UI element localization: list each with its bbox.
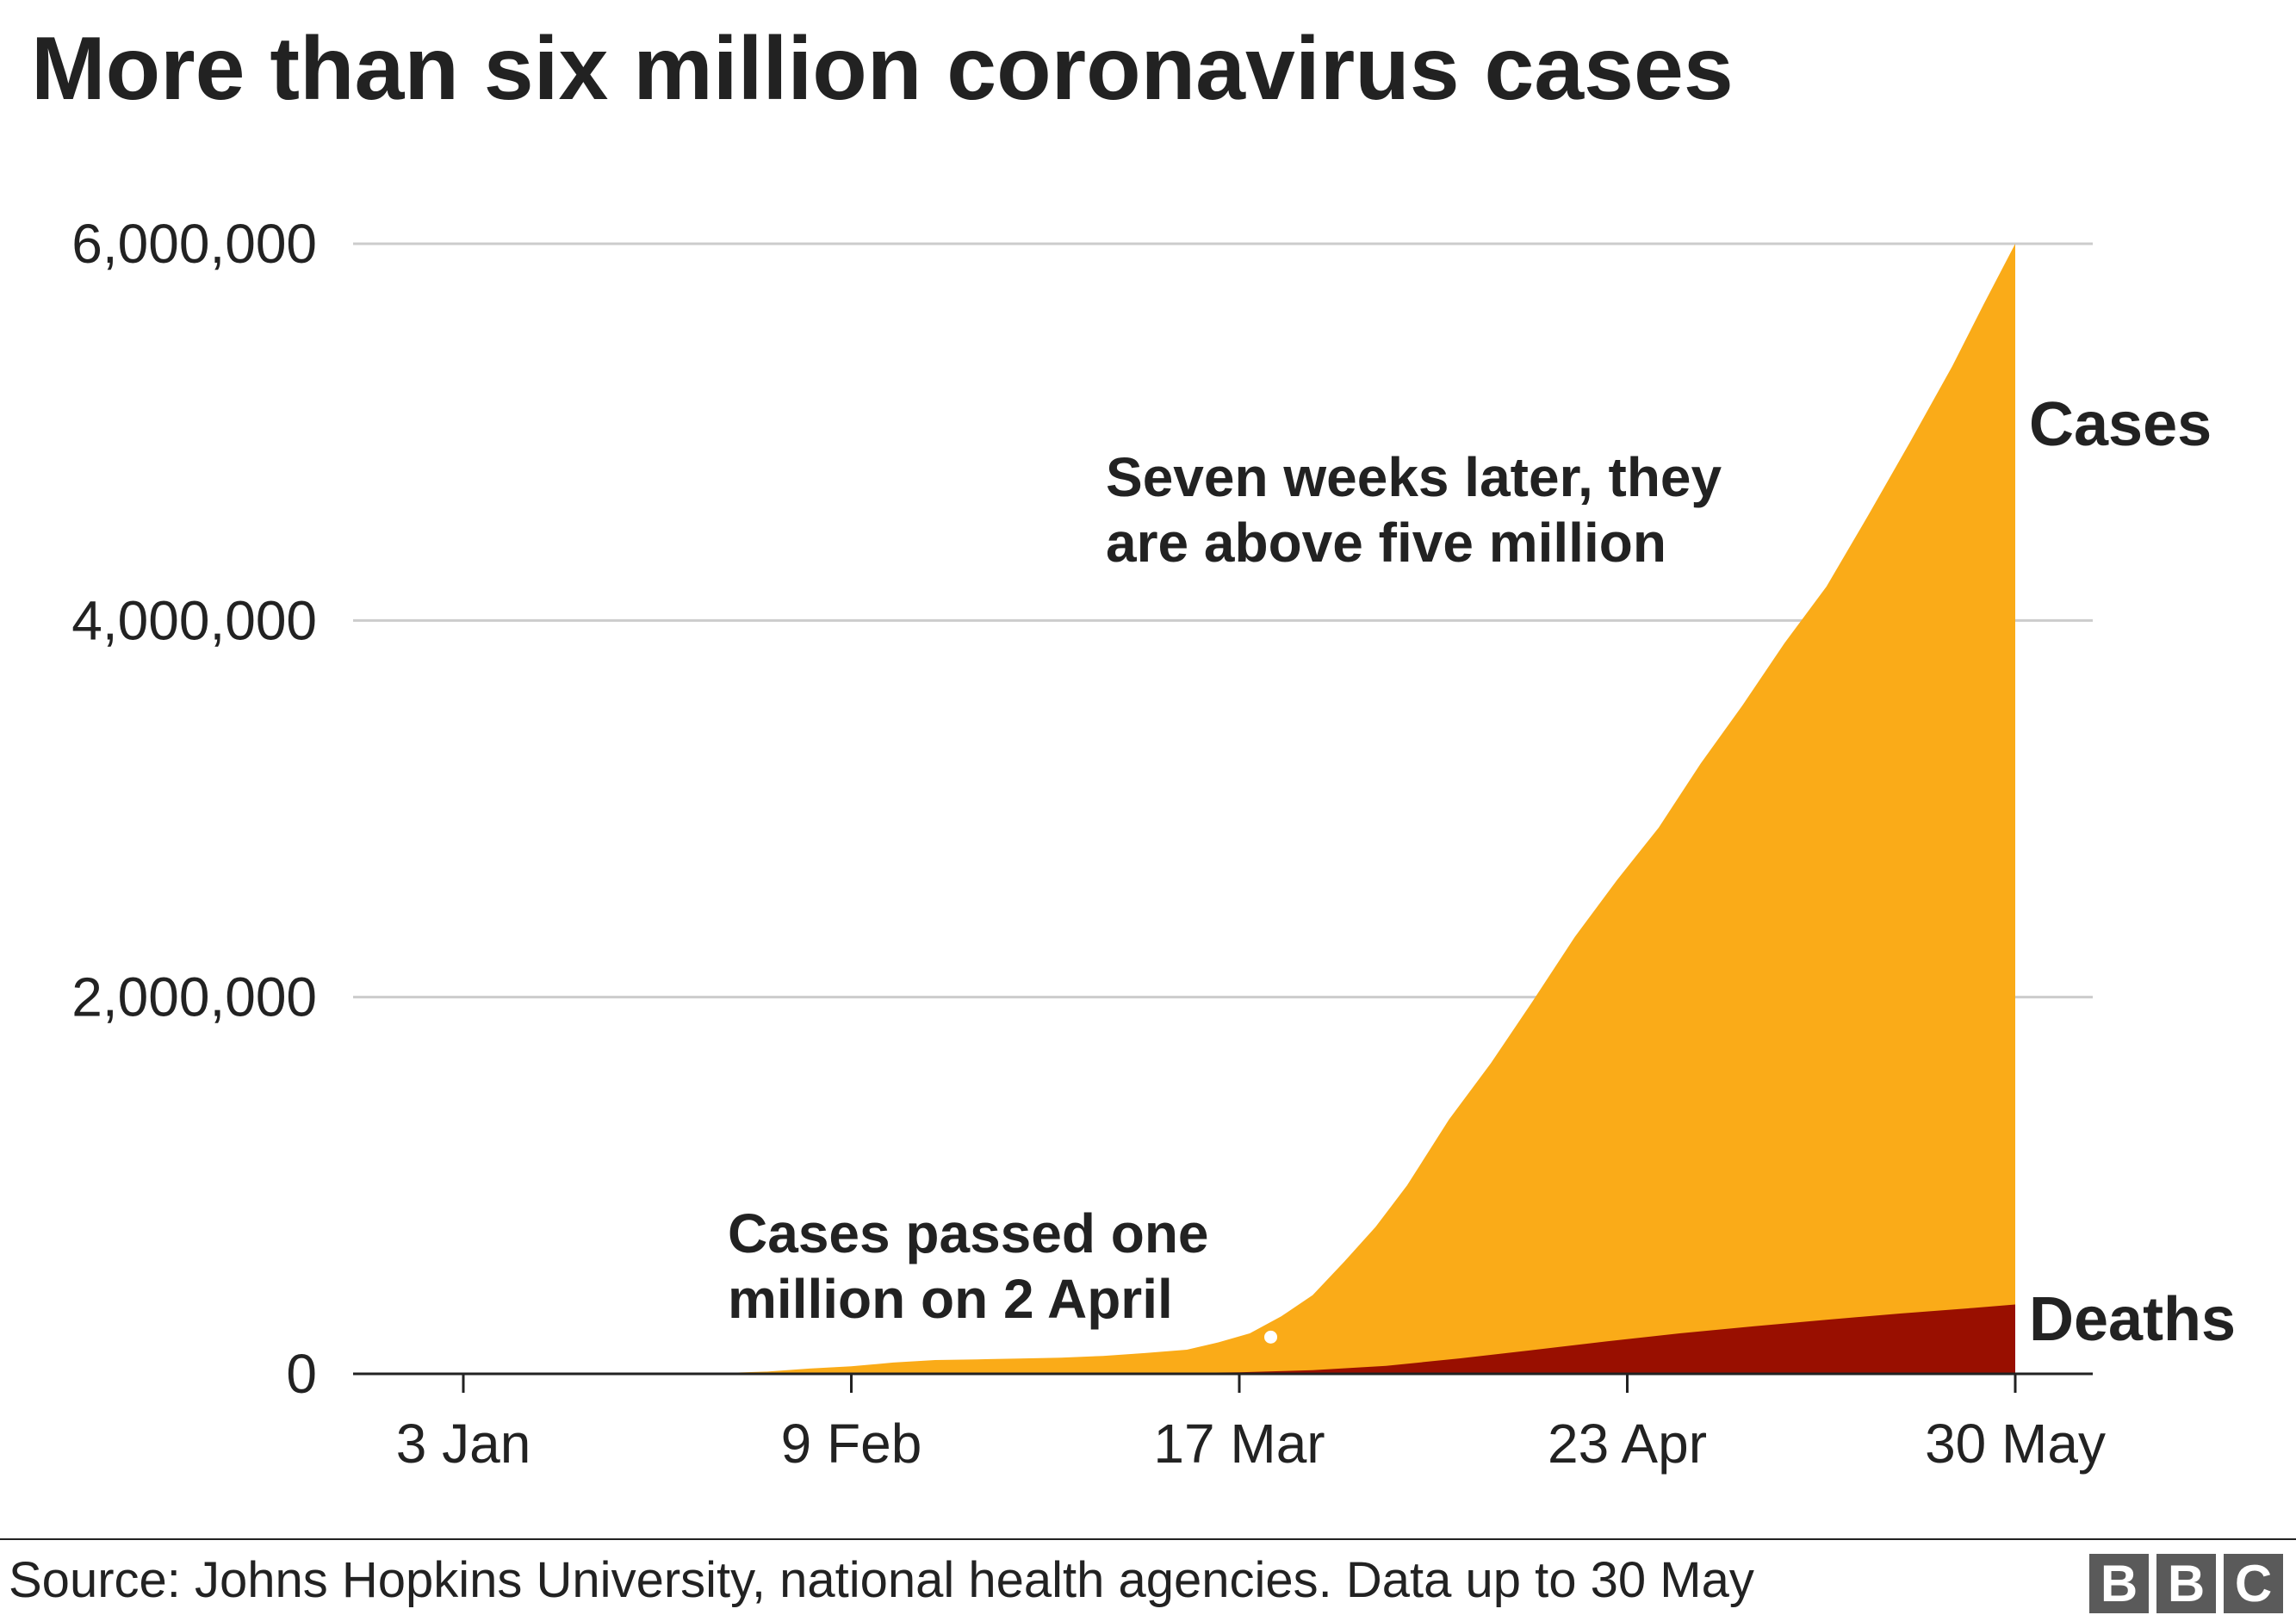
annotation-line: are above five million bbox=[1106, 512, 1666, 574]
bbc-logo-letter: B bbox=[2156, 1554, 2216, 1613]
x-tick-label: 3 Jan bbox=[396, 1413, 531, 1475]
chart-areas bbox=[463, 244, 2015, 1374]
source-note: Source: Johns Hopkins University, nation… bbox=[9, 1552, 1754, 1608]
annotation-line: Cases passed one bbox=[728, 1202, 1209, 1264]
annotation-line: Seven weeks later, they bbox=[1106, 446, 1722, 508]
series-area-cases bbox=[463, 244, 2015, 1374]
series-label-deaths: Deaths bbox=[2029, 1285, 2236, 1354]
chart-axes: 0 2,000,000 4,000,000 6,000,000 3 Jan 9 Feb 17… bbox=[71, 213, 2106, 1475]
y-tick-label: 2,000,000 bbox=[71, 966, 317, 1028]
x-tick-label: 23 Apr bbox=[1548, 1413, 1707, 1475]
y-tick-label: 4,000,000 bbox=[71, 589, 317, 651]
bbc-logo-letter: C bbox=[2224, 1554, 2283, 1613]
x-tick-label: 17 Mar bbox=[1153, 1413, 1325, 1475]
footer-divider bbox=[0, 1538, 2296, 1540]
chart-title: More than six million coronavirus cases bbox=[31, 19, 1734, 119]
series-area-deaths bbox=[463, 1304, 2015, 1374]
x-tick-label: 9 Feb bbox=[781, 1413, 922, 1475]
annotation-line: million on 2 April bbox=[728, 1268, 1173, 1330]
annotation-marker bbox=[1262, 1327, 1281, 1346]
bbc-logo: B B C bbox=[2089, 1554, 2283, 1613]
bbc-logo-letter: B bbox=[2089, 1554, 2149, 1613]
series-label-cases: Cases bbox=[2029, 390, 2212, 459]
x-tick-label: 30 May bbox=[1925, 1413, 2106, 1475]
area-chart: 0 2,000,000 4,000,000 6,000,000 3 Jan 9 Feb 17… bbox=[71, 213, 2236, 1475]
y-tick-label: 6,000,000 bbox=[71, 213, 317, 275]
y-tick-label: 0 bbox=[286, 1343, 317, 1405]
